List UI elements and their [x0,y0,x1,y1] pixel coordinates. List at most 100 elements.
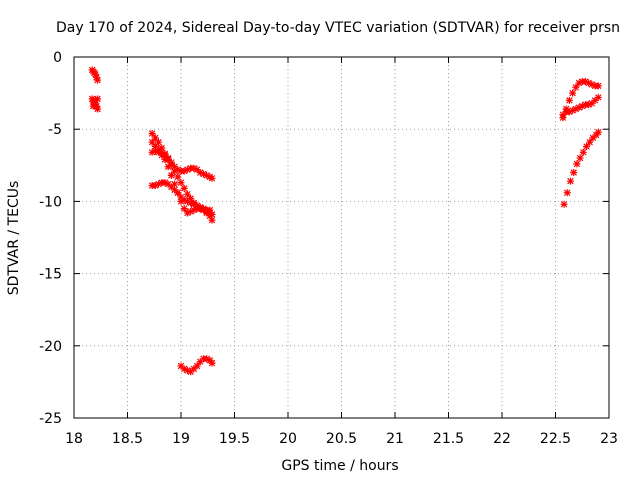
x-tick-label: 23 [600,431,618,447]
series-arc-3 [177,355,216,376]
data-point [594,82,602,90]
data-point [588,99,596,107]
data-point [585,101,593,109]
data-point [208,174,216,182]
data-point [576,154,584,162]
data-point [180,205,188,213]
data-point [161,179,169,187]
data-point [573,160,581,168]
data-point [151,143,159,151]
data-point [190,206,198,214]
y-tick-label: -20 [39,339,62,355]
chart-title: Day 170 of 2024, Sidereal Day-to-day VTE… [56,20,620,36]
data-point [183,366,191,374]
data-point [199,205,207,213]
data-point [164,154,172,162]
data-point [171,167,179,175]
data-point [565,108,573,116]
series-arc-2d [148,179,214,214]
data-point [155,180,163,188]
data-point [190,365,198,373]
series-arc-4b [559,93,602,119]
y-tick-labels: 0 -5 -10 -15 -20 -25 [39,50,62,427]
y-tick-label: -25 [39,411,62,427]
data-point [171,180,179,188]
data-point [578,102,586,110]
x-tick-label: 22.5 [540,431,571,447]
data-point [91,70,99,78]
x-axis-title: GPS time / hours [281,458,398,474]
data-point [572,105,580,113]
data-point [177,197,185,205]
data-point [151,134,159,142]
data-point [174,189,182,197]
data-point [193,166,201,174]
data-point [193,202,201,210]
y-tick-label: -10 [39,194,62,210]
grid-lines [74,57,609,418]
data-point [94,95,102,103]
data-point [148,130,156,138]
data-point [177,179,185,187]
data-point [174,166,182,174]
data-point [208,359,216,367]
data-point [164,163,172,171]
data-point [199,170,207,178]
data-point [167,183,175,191]
data-point [575,79,583,87]
series-arc-2c [148,138,216,182]
data-point [594,93,602,101]
data-point [579,148,587,156]
data-point [151,147,159,155]
data-point [187,199,195,207]
data-point [167,158,175,166]
plot-frame [73,56,610,419]
data-point [89,102,97,110]
data-point [148,148,156,156]
data-point [94,105,102,113]
data-point [180,184,188,192]
y-tick-label: -5 [48,122,62,138]
series-arc-4a [559,78,602,122]
data-point [187,368,195,376]
data-point [196,203,204,211]
x-tick-label: 19.5 [219,431,250,447]
data-point [588,80,596,88]
data-point [203,355,211,363]
series-arc-1a [88,66,102,84]
data-point [565,96,573,104]
data-point [155,145,163,153]
data-point [585,79,593,87]
data-point [196,358,204,366]
data-point [572,83,580,91]
data-point [196,169,204,177]
data-point [586,138,594,146]
data-point [183,197,191,205]
data-point [566,177,574,185]
data-point [177,362,185,370]
x-tick-label: 21.5 [433,431,464,447]
series-arc-1b [88,95,102,113]
series-arc-4c [560,128,602,208]
data-point [164,180,172,188]
y-axis-title: SDTVAR / TECUs [6,181,22,296]
data-point [569,89,577,97]
data-point [575,104,583,112]
data-point [158,148,166,156]
data-markers [88,66,602,376]
data-point [94,76,102,84]
data-point [594,128,602,136]
data-point [167,171,175,179]
data-point [180,365,188,373]
data-point [158,144,166,152]
data-point [171,186,179,194]
data-point [208,210,216,218]
data-point [171,163,179,171]
data-point [560,200,568,208]
data-point [187,195,195,203]
x-tick-label: 22 [493,431,511,447]
data-point [92,73,100,81]
data-point [583,143,591,151]
data-point [180,167,188,175]
